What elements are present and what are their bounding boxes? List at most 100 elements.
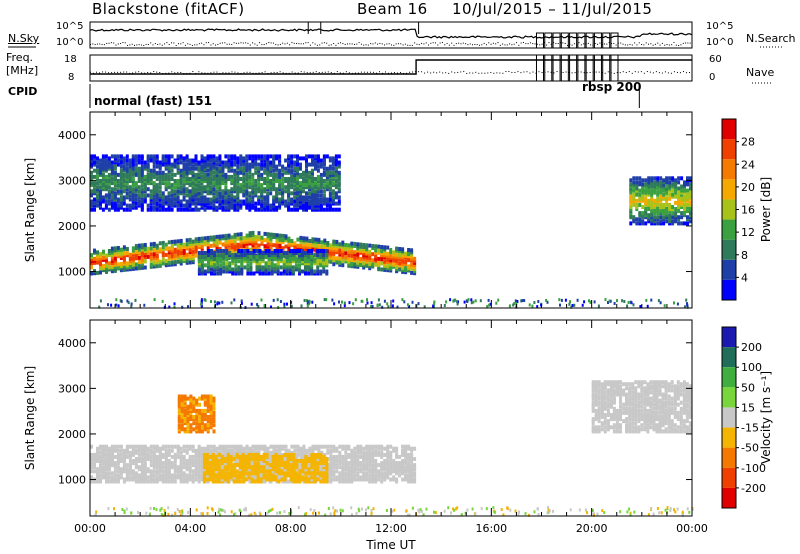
data-cell (222, 265, 226, 270)
data-cell (222, 257, 226, 262)
data-cell (167, 473, 171, 478)
data-cell (227, 239, 231, 244)
data-cell (291, 269, 295, 274)
nsearch-point (261, 44, 263, 46)
data-cell (125, 444, 129, 449)
data-cell (236, 170, 240, 175)
data-cell (149, 177, 153, 181)
nave-point (216, 71, 218, 73)
data-cell (122, 195, 126, 200)
data-cell (137, 166, 141, 171)
data-cell (647, 217, 651, 222)
data-cell (122, 255, 126, 260)
data-cell (263, 162, 267, 167)
data-cell (293, 154, 297, 159)
rbsp-freq-mark (544, 54, 553, 82)
noise-cell (607, 301, 609, 304)
data-cell (125, 170, 129, 175)
data-cell (143, 457, 147, 461)
nave-point (345, 71, 347, 73)
data-cell (119, 475, 123, 480)
data-cell (287, 238, 291, 243)
data-cell (314, 166, 317, 171)
data-cell (257, 166, 261, 171)
data-cell (143, 452, 147, 457)
data-cell (140, 465, 144, 470)
data-cell (122, 263, 126, 268)
data-cell (245, 233, 249, 238)
data-cell (254, 189, 258, 194)
data-cell (251, 199, 255, 204)
nsearch-point (367, 44, 369, 46)
data-cell (99, 158, 102, 163)
data-cell (254, 201, 258, 206)
data-cell (653, 198, 657, 203)
noise-cell (433, 300, 436, 304)
data-cell (90, 174, 93, 179)
data-cell (263, 187, 267, 192)
data-cell (152, 158, 156, 163)
data-cell (674, 188, 678, 193)
data-cell (323, 444, 327, 449)
data-cell (242, 166, 246, 171)
data-cell (185, 158, 189, 163)
data-cell (218, 450, 222, 455)
nave-point (496, 72, 498, 74)
nsearch-point (441, 42, 443, 44)
data-cell (674, 184, 678, 189)
data-cell (299, 465, 303, 470)
data-cell (299, 446, 303, 451)
data-cell (266, 238, 270, 243)
data-cell (107, 479, 111, 484)
data-cell (233, 189, 237, 194)
data-cell (254, 166, 258, 171)
nave-point (436, 72, 438, 74)
data-cell (213, 251, 216, 255)
noise-cell (306, 304, 309, 308)
data-cell (113, 477, 117, 482)
data-cell (107, 193, 111, 198)
data-cell (650, 192, 654, 197)
nave-point (195, 72, 197, 74)
nsearch-point (145, 43, 147, 45)
nave-point (676, 71, 678, 73)
data-cell (224, 240, 228, 245)
noise-cell (558, 298, 561, 302)
data-cell (90, 271, 93, 276)
nsearch-point (161, 44, 163, 46)
data-cell (99, 463, 102, 468)
data-cell (668, 196, 672, 201)
noise-cell (531, 304, 534, 308)
nsearch-point (238, 42, 240, 44)
data-cell (317, 459, 321, 463)
nsearch-point (668, 44, 670, 46)
data-cell (173, 247, 177, 252)
nave-point (276, 71, 278, 73)
data-cell (677, 221, 681, 226)
nave-point (502, 72, 504, 74)
noise-cell (533, 301, 536, 304)
data-cell (143, 247, 147, 252)
data-cell (194, 154, 198, 159)
data-cell (311, 444, 315, 449)
data-cell (155, 469, 159, 474)
data-cell (179, 477, 183, 482)
data-cell (233, 185, 237, 190)
data-cell (96, 197, 99, 202)
data-cell (641, 213, 645, 218)
data-cell (251, 233, 255, 237)
data-cell (200, 170, 204, 175)
data-cell (170, 444, 174, 449)
data-cell (374, 256, 378, 261)
nave-point (556, 71, 558, 73)
data-cell (261, 257, 265, 262)
data-cell (659, 202, 663, 207)
data-cell (116, 179, 120, 183)
data-cell (155, 461, 159, 466)
data-cell (167, 459, 171, 463)
data-cell (131, 252, 135, 257)
data-cell (278, 448, 282, 453)
nave-point (586, 72, 588, 74)
data-cell (302, 170, 305, 175)
data-cell (296, 162, 299, 167)
